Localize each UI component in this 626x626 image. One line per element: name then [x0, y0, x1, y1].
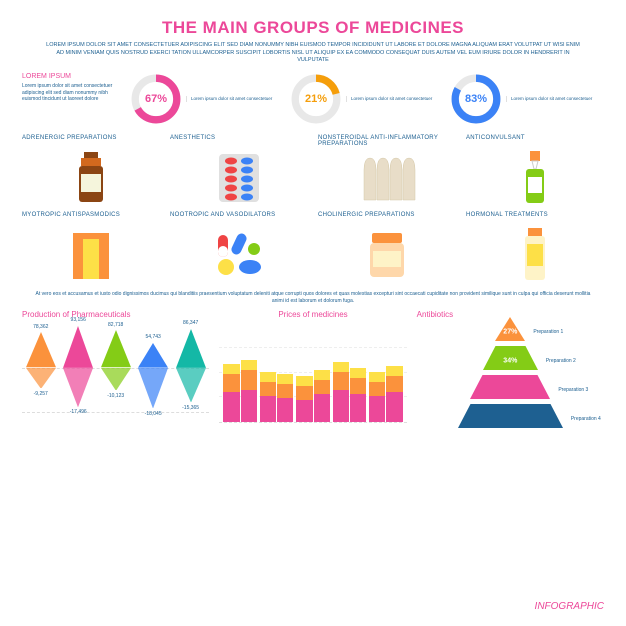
- medicine-1: ANESTHETICS: [170, 135, 308, 206]
- production-bar-0: 78,362 -9,257: [22, 323, 59, 412]
- donut-ring-icon: 67%: [130, 73, 182, 125]
- medicine-icon: [318, 227, 456, 283]
- mid-paragraph: At vero eos et accusamus et iusto odio d…: [22, 291, 604, 304]
- lorem-title: LOREM IPSUM: [22, 73, 122, 80]
- price-group-1: [260, 323, 293, 422]
- medicine-icon: [170, 150, 308, 206]
- price-group-2: [296, 323, 329, 422]
- stats-row: LOREM IPSUM Lorem ipsum dolor sit amet c…: [22, 73, 604, 125]
- medicine-6: CHOLINERGIC PREPARATIONS: [318, 212, 456, 283]
- pyramid-layer-0: 27% Preparation 1: [495, 317, 525, 346]
- pyramid-layer-1: 34% Preparation 2: [483, 346, 538, 375]
- price-group-3: [333, 323, 366, 422]
- price-bar: [277, 374, 293, 422]
- pyramid-layer-3: Preparation 4: [458, 404, 563, 433]
- medicines-grid: ADRENERGIC PREPARATIONS ANESTHETICS NONS…: [22, 135, 604, 283]
- production-bar-1: 93,156 -17,496: [59, 323, 96, 412]
- pyramid-layer-2: Preparation 3: [470, 375, 550, 404]
- medicine-7: HORMONAL TREATMENTS: [466, 212, 604, 283]
- donut-ring-icon: 83%: [450, 73, 502, 125]
- prices-chart: Prices of medicines: [219, 310, 406, 438]
- antibiotics-chart: Antibiotics 27% Preparation 1 34% Prepar…: [417, 310, 604, 438]
- price-group-0: [223, 323, 256, 422]
- medicine-icon: [170, 227, 308, 283]
- donut-ring-icon: 21%: [290, 73, 342, 125]
- price-bar: [223, 364, 239, 422]
- lorem-text: Lorem ipsum dolor sit amet consectetuer …: [22, 83, 122, 103]
- medicine-5: NOOTROPIC AND VASODILATORS: [170, 212, 308, 283]
- production-bar-2: 82,718 -10,123: [97, 323, 134, 412]
- charts-row: Production of Pharmaceuticals 78,362 -9,…: [22, 310, 604, 438]
- price-bar: [333, 362, 349, 422]
- price-bar: [260, 372, 276, 422]
- medicine-3: ANTICONVULSANT: [466, 135, 604, 206]
- footer-label: INFOGRAPHIC: [535, 601, 604, 612]
- lorem-block: LOREM IPSUM Lorem ipsum dolor sit amet c…: [22, 73, 122, 125]
- production-bar-3: 54,743 -18,045: [134, 323, 171, 412]
- medicine-icon: [22, 150, 160, 206]
- medicine-2: NONSTEROIDAL ANTI-INFLAMMATORY PREPARATI…: [318, 135, 456, 206]
- production-title: Production of Pharmaceuticals: [22, 310, 209, 319]
- price-bar: [314, 370, 330, 422]
- donut-2: 83% Lorem ipsum dolor sit amet consectet…: [450, 73, 604, 125]
- donut-1: 21% Lorem ipsum dolor sit amet consectet…: [290, 73, 444, 125]
- medicine-icon: [466, 227, 604, 283]
- price-bar: [369, 372, 385, 422]
- price-bar: [350, 368, 366, 422]
- prices-title: Prices of medicines: [219, 310, 406, 319]
- donut-0: 67% Lorem ipsum dolor sit amet consectet…: [130, 73, 284, 125]
- subtitle-text: LOREM IPSUM DOLOR SIT AMET CONSECTETUER …: [22, 42, 604, 65]
- price-group-4: [369, 323, 402, 422]
- medicine-0: ADRENERGIC PREPARATIONS: [22, 135, 160, 206]
- production-chart: Production of Pharmaceuticals 78,362 -9,…: [22, 310, 209, 438]
- price-bar: [296, 376, 312, 422]
- medicine-icon: [318, 150, 456, 206]
- main-title: THE MAIN GROUPS OF MEDICINES: [22, 18, 604, 38]
- medicine-4: MYOTROPIC ANTISPASMODICS: [22, 212, 160, 283]
- medicine-icon: [466, 150, 604, 206]
- medicine-icon: [22, 227, 160, 283]
- price-bar: [386, 366, 402, 422]
- price-bar: [241, 360, 257, 422]
- production-bar-4: 86,347 -15,365: [172, 323, 209, 412]
